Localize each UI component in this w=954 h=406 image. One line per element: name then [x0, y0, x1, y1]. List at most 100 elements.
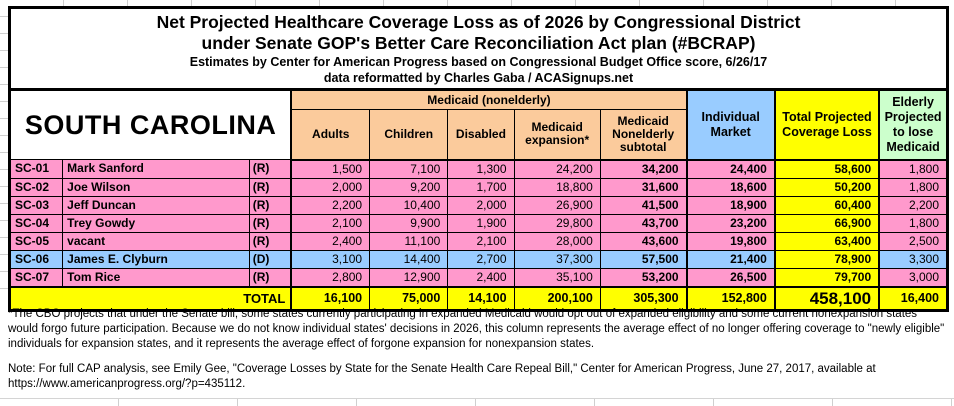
column-header-subtotal: Medicaid Nonelderly subtotal	[599, 109, 688, 161]
district-cell: SC-06	[8, 249, 64, 269]
children-value: 9,900	[369, 213, 449, 233]
total-label: TOTAL	[9, 285, 293, 311]
column-header-individual-market: Individual Market	[685, 89, 776, 161]
total-loss-value: 58,600	[773, 159, 880, 179]
party-cell: (R)	[248, 177, 293, 197]
table-row-sc02: SC-02 Joe Wilson (R) 2,000 9,200 1,700 1…	[8, 177, 949, 197]
table-row-sc03: SC-03 Jeff Duncan (R) 2,200 10,400 2,000…	[8, 195, 949, 215]
footnote-source-note: Note: For full CAP analysis, see Emily G…	[8, 363, 876, 390]
page-title-line2: under Senate GOP's Better Care Reconcili…	[201, 33, 756, 53]
footnote-asterisk: *The CBO projects that under the Senate …	[8, 308, 945, 350]
state-name-header: SOUTH CAROLINA	[9, 89, 293, 160]
elderly-value: 1,800	[878, 177, 949, 197]
elderly-value: 1,800	[878, 159, 949, 179]
disabled-value: 2,000	[447, 195, 515, 215]
total-loss-value: 79,700	[773, 267, 880, 287]
rep-name-cell: vacant	[62, 231, 250, 251]
total-loss-value: 50,200	[773, 177, 880, 197]
individual-market-value: 18,600	[685, 177, 776, 197]
individual-market-value: 21,400	[685, 249, 776, 269]
party-cell: (R)	[248, 159, 293, 179]
total-loss-value: 78,900	[773, 249, 880, 269]
rep-name-cell: Trey Gowdy	[62, 213, 250, 233]
party-cell: (R)	[248, 213, 293, 233]
total-expansion: 200,100	[513, 285, 601, 311]
total-subtotal: 305,300	[599, 285, 688, 311]
disabled-value: 1,900	[447, 213, 515, 233]
subtotal-value: 31,600	[599, 177, 688, 197]
coverage-loss-table: Net Projected Healthcare Coverage Loss a…	[8, 6, 949, 312]
expansion-value: 28,000	[513, 231, 601, 251]
subtotal-value: 43,700	[599, 213, 688, 233]
expansion-value: 18,800	[513, 177, 601, 197]
spreadsheet-gridlines-top	[0, 0, 954, 6]
district-cell: SC-07	[8, 267, 64, 287]
expansion-value: 29,800	[513, 213, 601, 233]
adults-value: 2,000	[290, 177, 371, 197]
title-row: Net Projected Healthcare Coverage Loss a…	[9, 7, 948, 91]
subtotal-value: 53,200	[599, 267, 688, 287]
district-cell: SC-04	[8, 213, 64, 233]
table-row-sc05: SC-05 vacant (R) 2,400 11,100 2,100 28,0…	[8, 231, 949, 251]
children-value: 9,200	[369, 177, 449, 197]
column-header-children: Children	[369, 109, 449, 161]
adults-value: 2,200	[290, 195, 371, 215]
children-value: 11,100	[369, 231, 449, 251]
adults-value: 1,500	[290, 159, 371, 179]
total-elderly: 16,400	[878, 285, 949, 311]
individual-market-value: 19,800	[685, 231, 776, 251]
title-block: Net Projected Healthcare Coverage Loss a…	[9, 7, 948, 91]
children-value: 10,400	[369, 195, 449, 215]
table-row-sc07: SC-07 Tom Rice (R) 2,800 12,900 2,400 35…	[8, 267, 949, 287]
elderly-value: 1,800	[878, 213, 949, 233]
district-cell: SC-05	[8, 231, 64, 251]
total-children: 75,000	[369, 285, 449, 311]
disabled-value: 2,100	[447, 231, 515, 251]
children-value: 14,400	[369, 249, 449, 269]
header-group-row: SOUTH CAROLINA Medicaid (nonelderly) Ind…	[9, 89, 949, 161]
expansion-value: 37,300	[513, 249, 601, 269]
total-row: TOTAL 16,100 75,000 14,100 200,100 305,3…	[9, 285, 949, 311]
disabled-value: 2,400	[447, 267, 515, 287]
page-title-line1: Net Projected Healthcare Coverage Loss a…	[156, 12, 801, 32]
expansion-value: 26,900	[513, 195, 601, 215]
rep-name-cell: James E. Clyburn	[62, 249, 250, 269]
children-value: 7,100	[369, 159, 449, 179]
elderly-value: 2,500	[878, 231, 949, 251]
district-cell: SC-01	[8, 159, 64, 179]
district-cell: SC-02	[8, 177, 64, 197]
expansion-value: 24,200	[513, 159, 601, 179]
total-adults: 16,100	[290, 285, 371, 311]
elderly-value: 2,200	[878, 195, 949, 215]
total-loss-value: 66,900	[773, 213, 880, 233]
children-value: 12,900	[369, 267, 449, 287]
medicaid-group-header: Medicaid (nonelderly)	[290, 89, 688, 110]
total-disabled: 14,100	[447, 285, 515, 311]
column-header-elderly: Elderly Projected to lose Medicaid	[878, 89, 949, 161]
party-cell: (D)	[248, 249, 293, 269]
column-header-adults: Adults	[290, 109, 371, 161]
table-row-sc06: SC-06 James E. Clyburn (D) 3,100 14,400 …	[8, 249, 949, 269]
adults-value: 2,400	[290, 231, 371, 251]
elderly-value: 3,000	[878, 267, 949, 287]
subtitle-line1: Estimates by Center for American Progres…	[189, 55, 768, 69]
adults-value: 3,100	[290, 249, 371, 269]
individual-market-value: 26,500	[685, 267, 776, 287]
party-cell: (R)	[248, 195, 293, 215]
adults-value: 2,100	[290, 213, 371, 233]
spreadsheet-gridlines-bottom	[0, 398, 954, 406]
subtotal-value: 41,500	[599, 195, 688, 215]
party-cell: (R)	[248, 231, 293, 251]
individual-market-value: 18,900	[685, 195, 776, 215]
disabled-value: 1,700	[447, 177, 515, 197]
rep-name-cell: Joe Wilson	[62, 177, 250, 197]
expansion-value: 35,100	[513, 267, 601, 287]
rep-name-cell: Jeff Duncan	[62, 195, 250, 215]
spreadsheet-gridlines-left	[0, 0, 8, 300]
district-cell: SC-03	[8, 195, 64, 215]
rep-name-cell: Tom Rice	[62, 267, 250, 287]
subtotal-value: 34,200	[599, 159, 688, 179]
table-row-sc04: SC-04 Trey Gowdy (R) 2,100 9,900 1,900 2…	[8, 213, 949, 233]
disabled-value: 1,300	[447, 159, 515, 179]
